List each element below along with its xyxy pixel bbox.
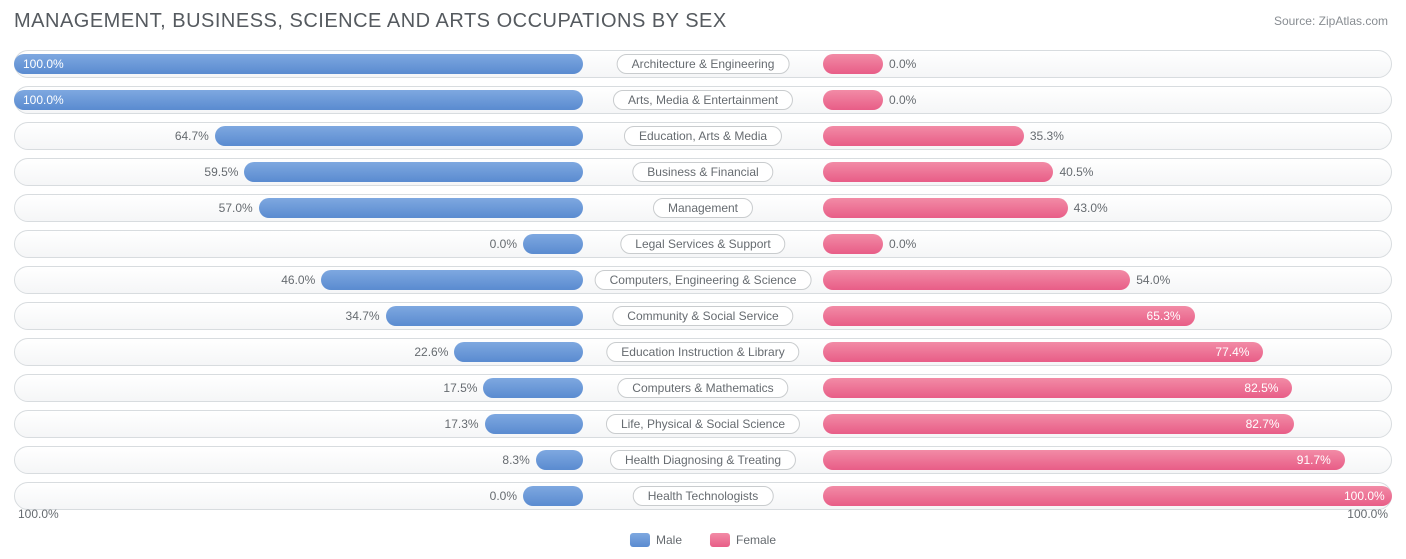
category-pill: Health Diagnosing & Treating [610, 450, 796, 470]
category-pill: Architecture & Engineering [617, 54, 790, 74]
female-value-label: 0.0% [889, 237, 916, 251]
chart-row: 17.3% 82.7% Life, Physical & Social Scienc… [14, 410, 1392, 438]
male-bar [244, 162, 583, 182]
male-value-label: 59.5% [204, 165, 238, 179]
male-value-label: 64.7% [175, 129, 209, 143]
female-bar [823, 342, 1263, 362]
category-pill: Management [653, 198, 753, 218]
male-value-label: 100.0% [23, 93, 62, 107]
chart-row: 8.3% 91.7% Health Diagnosing & Treating [14, 446, 1392, 474]
legend-male: Male [630, 533, 682, 547]
category-pill: Legal Services & Support [620, 234, 785, 254]
category-pill: Health Technologists [633, 486, 774, 506]
category-pill: Arts, Media & Entertainment [613, 90, 793, 110]
male-bar [523, 486, 583, 506]
female-value-label: 40.5% [1059, 165, 1093, 179]
female-bar [823, 270, 1130, 290]
male-bar [483, 378, 583, 398]
legend-male-label: Male [656, 533, 682, 547]
chart-row: 0.0% 0.0% Legal Services & Support [14, 230, 1392, 258]
male-value-label: 22.6% [414, 345, 448, 359]
chart-row: 0.0% 100.0% Health Technologists [14, 482, 1392, 510]
male-swatch-icon [630, 533, 650, 547]
male-bar [485, 414, 583, 434]
axis-left-label: 100.0% [18, 507, 59, 521]
female-value-label: 54.0% [1136, 273, 1170, 287]
male-value-label: 8.3% [502, 453, 529, 467]
female-bar [823, 378, 1292, 398]
axis-labels: 100.0% 100.0% [14, 507, 1392, 527]
female-bar [823, 162, 1053, 182]
male-value-label: 57.0% [219, 201, 253, 215]
male-value-label: 0.0% [490, 489, 517, 503]
male-bar [386, 306, 583, 326]
male-bar [321, 270, 583, 290]
category-pill: Community & Social Service [612, 306, 793, 326]
legend-female-label: Female [736, 533, 776, 547]
chart-title: MANAGEMENT, BUSINESS, SCIENCE AND ARTS O… [14, 10, 727, 33]
category-pill: Business & Financial [632, 162, 773, 182]
female-bar [823, 54, 883, 74]
chart-area: 100.0%0.0%Architecture & Engineering100.… [14, 50, 1392, 518]
male-value-label: 0.0% [490, 237, 517, 251]
female-bar [823, 414, 1294, 434]
female-value-label: 0.0% [889, 57, 916, 71]
female-value-label: 35.3% [1030, 129, 1064, 143]
legend-female: Female [710, 533, 776, 547]
female-swatch-icon [710, 533, 730, 547]
chart-row: 57.0% 43.0% Management [14, 194, 1392, 222]
chart-row: 100.0% 0.0% Arts, Media & Entertainment [14, 86, 1392, 114]
chart-row: 22.6% 77.4% Education Instruction & Librar… [14, 338, 1392, 366]
male-value-label: 100.0% [23, 57, 62, 71]
female-bar [823, 306, 1195, 326]
female-bar [823, 234, 883, 254]
category-pill: Computers, Engineering & Science [595, 270, 812, 290]
male-bar [259, 198, 583, 218]
legend: Male Female [630, 533, 776, 547]
female-bar [823, 450, 1345, 470]
female-value-label: 91.7% [1297, 453, 1331, 467]
female-bar [823, 486, 1392, 506]
chart-row: 100.0% 0.0% Architecture & Engineering [14, 50, 1392, 78]
category-pill: Life, Physical & Social Science [606, 414, 800, 434]
female-bar [823, 90, 883, 110]
chart-row: 17.5% 82.5% Computers & Mathematics [14, 374, 1392, 402]
axis-right-label: 100.0% [1347, 507, 1388, 521]
female-value-label: 43.0% [1074, 201, 1108, 215]
female-value-label: 77.4% [1215, 345, 1249, 359]
female-value-label: 100.0% [1344, 489, 1385, 503]
female-bar [823, 126, 1024, 146]
chart-row: 46.0% 54.0% Computers, Engineering & Scien… [14, 266, 1392, 294]
chart-row: 59.5% 40.5% Business & Financial [14, 158, 1392, 186]
male-bar [14, 54, 583, 74]
category-pill: Education, Arts & Media [624, 126, 782, 146]
source-label: Source: ZipAtlas.com [1274, 14, 1388, 28]
female-bar [823, 198, 1068, 218]
female-value-label: 82.5% [1244, 381, 1278, 395]
male-value-label: 34.7% [346, 309, 380, 323]
chart-row: 64.7% 35.3% Education, Arts & Media [14, 122, 1392, 150]
male-value-label: 17.3% [445, 417, 479, 431]
male-bar [14, 90, 583, 110]
male-bar [215, 126, 583, 146]
male-bar [454, 342, 583, 362]
male-bar [536, 450, 583, 470]
female-value-label: 82.7% [1246, 417, 1280, 431]
female-value-label: 65.3% [1147, 309, 1181, 323]
category-pill: Education Instruction & Library [606, 342, 799, 362]
male-value-label: 46.0% [281, 273, 315, 287]
female-value-label: 0.0% [889, 93, 916, 107]
category-pill: Computers & Mathematics [617, 378, 788, 398]
male-value-label: 17.5% [443, 381, 477, 395]
male-bar [523, 234, 583, 254]
chart-row: 34.7% 65.3% Community & Social Service [14, 302, 1392, 330]
